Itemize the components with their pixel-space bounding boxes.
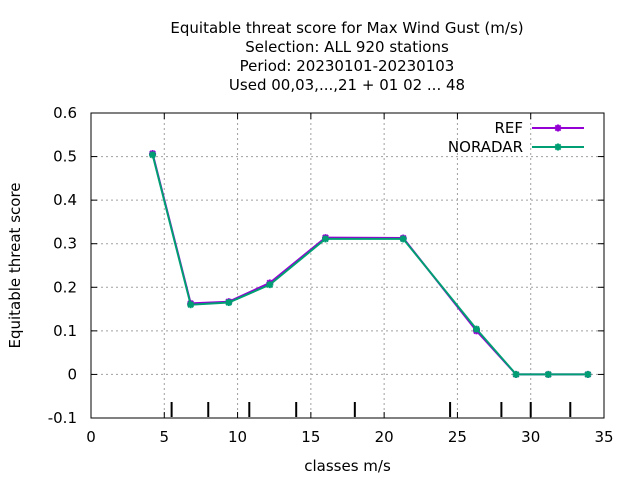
- x-tick-label: 20: [375, 428, 394, 446]
- y-tick-label: -0.1: [48, 409, 77, 427]
- data-point: [554, 124, 562, 132]
- series-line: [151, 153, 588, 376]
- data-point: [266, 281, 274, 289]
- title-line: Selection: ALL 920 stations: [245, 38, 449, 56]
- y-axis-label: Equitable threat score: [6, 182, 24, 348]
- x-tick-label: 25: [448, 428, 467, 446]
- series-line: [151, 154, 588, 376]
- x-tick-label: 35: [594, 428, 613, 446]
- title-line: Equitable threat score for Max Wind Gust…: [170, 19, 523, 37]
- data-point: [584, 370, 592, 378]
- title-line: Used 00,03,...,21 + 01 02 ... 48: [229, 76, 465, 94]
- y-tick-label: 0.2: [53, 278, 77, 296]
- series: [149, 150, 592, 378]
- data-point: [225, 299, 233, 307]
- data-point: [322, 235, 330, 243]
- axis-ticks: 0 5 10 15 20 25 30 35 -0.1 0 0.1 0.2 0.3 0.4 0.5 0.6: [48, 104, 614, 446]
- data-point: [399, 235, 407, 243]
- y-tick-label: 0.1: [53, 322, 77, 340]
- y-tick-label: 0: [67, 365, 77, 383]
- data-point: [187, 301, 195, 309]
- y-tick-label: 0.4: [53, 191, 77, 209]
- x-tick-label: 0: [86, 428, 96, 446]
- chart-title: Equitable threat score for Max Wind Gust…: [170, 19, 523, 94]
- x-tick-label: 10: [228, 428, 247, 446]
- legend-label: REF: [494, 119, 523, 137]
- title-line: Period: 20230101-20230103: [240, 57, 455, 75]
- data-point: [149, 151, 157, 159]
- data-point: [544, 370, 552, 378]
- y-tick-label: 0.5: [53, 148, 77, 166]
- plot-frame: [90, 112, 605, 419]
- x-axis-label: classes m/s: [304, 457, 391, 475]
- x-tick-label: 15: [301, 428, 320, 446]
- x-tick-label: 30: [521, 428, 540, 446]
- legend-label: NORADAR: [448, 138, 523, 156]
- data-point: [554, 143, 562, 151]
- y-tick-label: 0.6: [53, 104, 77, 122]
- data-point: [472, 325, 480, 333]
- y-tick-label: 0.3: [53, 235, 77, 253]
- data-point: [512, 370, 520, 378]
- grid: [91, 113, 604, 418]
- class-marks: [170, 402, 572, 417]
- x-tick-label: 5: [160, 428, 170, 446]
